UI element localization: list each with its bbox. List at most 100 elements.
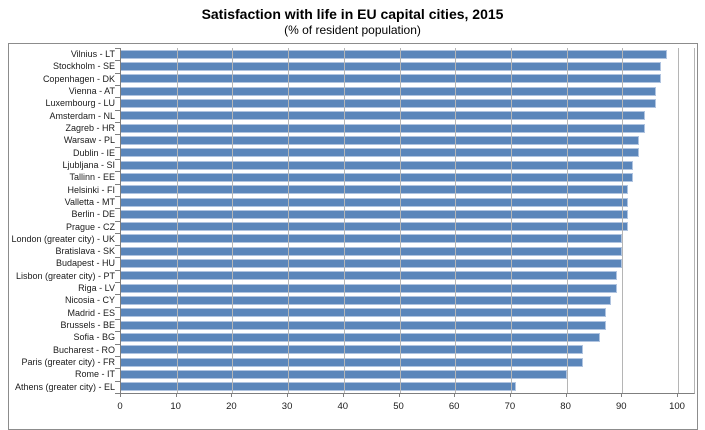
value-tick [120, 393, 121, 397]
bar-Bucharest - RO [121, 345, 584, 355]
category-tick [115, 380, 120, 382]
bar-Amsterdam - NL [121, 111, 645, 121]
bar-Zagreb - HR [121, 123, 645, 133]
bar-Brussels - BE [121, 320, 606, 330]
bar-Sofia - BG [121, 333, 601, 343]
category-tick [115, 232, 120, 234]
bar-Valletta - MT [121, 197, 628, 207]
value-tick-label-50: 50 [393, 401, 404, 412]
chart-area: Vilnius - LT Stockholm - SE Copenhagen - D… [8, 43, 698, 430]
category-tick [115, 84, 120, 86]
bar-Vienna - AT [121, 86, 656, 96]
category-label: Nicosia - CY [64, 295, 115, 306]
bar-Stockholm - SE [121, 61, 662, 71]
bar-Madrid - ES [121, 308, 606, 318]
bar-Rome - IT [121, 370, 567, 380]
category-label: Berlin - DE [71, 209, 115, 220]
value-tick-label-40: 40 [337, 401, 349, 412]
bar-Berlin - DE [121, 209, 628, 219]
bar-Dublin - IE [121, 148, 639, 158]
bar-Tallinn - EE [121, 172, 634, 182]
category-axis-ticks [115, 48, 120, 394]
category-label: Warsaw - PL [63, 135, 115, 146]
category-tick [115, 158, 120, 160]
category-tick [115, 282, 120, 284]
value-tick-label-10: 10 [170, 401, 181, 412]
value-tick [565, 393, 567, 397]
category-tick [115, 134, 120, 136]
value-tick-label-90: 90 [616, 401, 627, 412]
category-tick [115, 319, 120, 321]
bar-Warsaw - PL [121, 135, 639, 145]
chart-title: Satisfaction with life in EU capital cit… [201, 6, 504, 22]
category-tick [115, 97, 120, 99]
category-label: Bratislava - SK [55, 246, 115, 257]
category-label: Helsinki - FI [67, 184, 115, 195]
value-tick [175, 393, 177, 397]
category-tick [115, 356, 120, 358]
value-tick-label-20: 20 [226, 401, 237, 412]
category-label: Copenhagen - DK [42, 73, 115, 84]
category-label: Valletta - MT [64, 196, 115, 207]
category-tick [115, 343, 120, 345]
category-label: Brussels - BE [60, 320, 115, 331]
category-tick [115, 306, 120, 308]
category-label: Dublin - IE [72, 147, 115, 158]
bar-Copenhagen - DK [121, 74, 662, 84]
category-tick [115, 208, 120, 210]
value-axis-labels: 0 10 20 30 40 50 60 70 80 90 100 [117, 401, 693, 415]
bar-Luxembourg - LU [121, 98, 656, 108]
category-tick [115, 294, 120, 296]
category-label: Vienna - AT [68, 85, 115, 96]
bar-Helsinki - FI [121, 185, 628, 195]
category-tick [115, 257, 120, 259]
value-tick-label-60: 60 [448, 401, 460, 412]
bar-Bratislava - SK [121, 246, 623, 256]
bar-Paris (greater city) - FR [121, 357, 584, 367]
category-label: Prague - CZ [65, 221, 115, 232]
category-label: Ljubljana - SI [62, 159, 115, 170]
chart-subtitle: (% of resident population) [284, 23, 421, 37]
category-tick [115, 60, 120, 62]
category-tick [115, 171, 120, 173]
bar-Budapest - HU [121, 259, 623, 269]
category-label: Zagreb - HR [65, 122, 115, 133]
value-tick-label-0: 0 [117, 401, 123, 412]
value-tick [398, 393, 400, 397]
category-label: Vilnius - LT [70, 49, 115, 59]
category-label: Athens (greater city) - EL [14, 381, 115, 392]
gridline-100 [678, 48, 679, 393]
category-axis-labels: Vilnius - LT Stockholm - SE Copenhagen - D… [9, 48, 115, 393]
value-tick [621, 393, 623, 397]
category-label: Bucharest - RO [52, 344, 115, 355]
bar-series [121, 48, 678, 393]
category-label: Paris (greater city) - FR [21, 357, 115, 368]
category-label: Riga - LV [78, 283, 115, 294]
bar-Vilnius - LT [121, 49, 667, 59]
category-tick [115, 48, 120, 49]
category-tick [115, 220, 120, 222]
bar-Prague - CZ [121, 222, 628, 232]
category-tick [115, 368, 120, 370]
category-label: Tallinn - EE [69, 172, 115, 183]
value-tick-label-80: 80 [560, 401, 571, 412]
value-tick [287, 393, 289, 397]
category-label: Luxembourg - LU [45, 98, 115, 109]
category-tick [115, 195, 120, 197]
category-tick [115, 121, 120, 123]
bar-Lisbon (greater city) - PT [121, 271, 617, 281]
category-tick [115, 393, 120, 394]
value-tick-label-70: 70 [504, 401, 516, 412]
category-tick [115, 183, 120, 185]
category-label: Amsterdam - NL [49, 110, 115, 121]
bar-Riga - LV [121, 283, 617, 293]
category-tick [115, 72, 120, 74]
category-label: Budapest - HU [55, 258, 115, 269]
plot-area [120, 48, 695, 394]
category-tick [115, 245, 120, 247]
value-tick-label-100: 100 [669, 401, 685, 412]
value-tick-label-30: 30 [281, 401, 293, 412]
category-tick [115, 146, 120, 148]
category-label: London (greater city) - UK [11, 233, 115, 244]
bar-Nicosia - CY [121, 296, 612, 306]
